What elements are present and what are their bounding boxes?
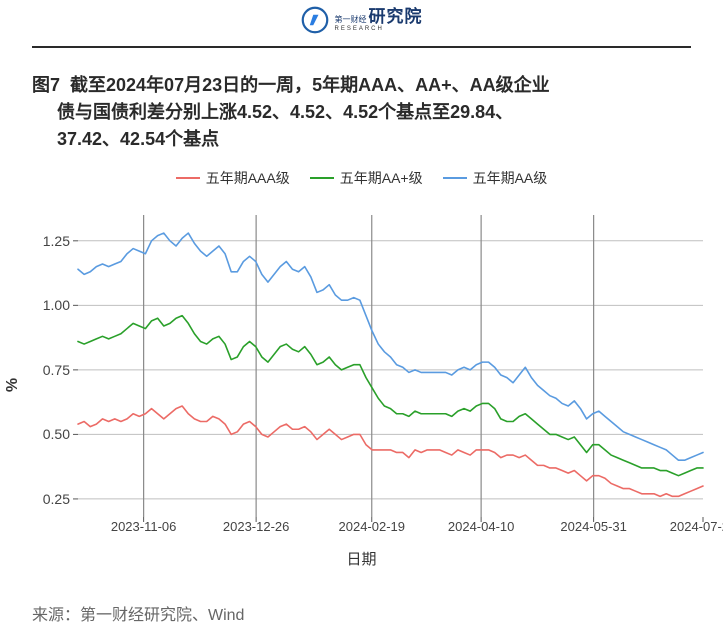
source-attribution: 来源：第一财经研究院、Wind (32, 601, 244, 625)
title-line-2: 债与国债利差分别上涨4.52、4.52、4.52个基点至29.84、 (32, 99, 691, 126)
x-tick-area: 2023-11-06 2023-12-26 2024-02-19 2024-04-10… (78, 519, 703, 539)
x-tick-label: 2023-12-26 (223, 519, 290, 534)
x-axis-label: 日期 (346, 548, 376, 569)
legend-item-0: 五年期AAA级 (176, 168, 290, 188)
legend-item-2: 五年期AA级 (443, 168, 548, 188)
logo-main: 研究院 (369, 8, 423, 25)
legend-line-icon (443, 177, 467, 179)
legend-label: 五年期AAA级 (206, 168, 290, 188)
logo-text: 第一财经 研究院 RESEARCH (335, 8, 423, 32)
y-tick-label: 1.25 (43, 233, 70, 249)
y-tick-label: 0.50 (43, 426, 70, 442)
y-tick-label: 0.75 (43, 362, 70, 378)
logo-sub: RESEARCH (335, 26, 423, 32)
legend-line-icon (176, 177, 200, 179)
y-tick-area: 0.25 0.50 0.75 1.00 1.25 (0, 215, 70, 517)
logo-pre: 第一财经 (335, 16, 367, 24)
x-tick-label: 2023-11-06 (111, 519, 177, 534)
legend-line-icon (310, 177, 334, 179)
plot-svg (78, 215, 703, 517)
x-tick-label: 2024-07-23 (670, 519, 723, 534)
header-divider (32, 46, 691, 48)
title-line-1: 图7 截至2024年07月23日的一周，5年期AAA、AA+、AA级企业 (32, 72, 691, 99)
y-tick-label: 0.25 (43, 491, 70, 507)
chart-title: 图7 截至2024年07月23日的一周，5年期AAA、AA+、AA级企业 债与国… (32, 72, 691, 153)
chart-area: % 0.250.500.751.001.25 2023-11-062023-12… (0, 195, 723, 575)
legend-label: 五年期AA级 (473, 168, 548, 188)
x-tick-label: 2024-02-19 (339, 519, 406, 534)
chart-legend: 五年期AAA级 五年期AA+级 五年期AA级 (0, 168, 723, 188)
legend-item-1: 五年期AA+级 (310, 168, 423, 188)
x-tick-label: 2024-05-31 (560, 519, 627, 534)
header-logo: 第一财经 研究院 RESEARCH (301, 6, 423, 34)
legend-label: 五年期AA+级 (340, 168, 423, 188)
logo-icon (301, 6, 329, 34)
x-tick-label: 2024-04-10 (448, 519, 515, 534)
title-line-3: 37.42、42.54个基点 (32, 126, 691, 153)
y-tick-label: 1.00 (43, 297, 70, 313)
